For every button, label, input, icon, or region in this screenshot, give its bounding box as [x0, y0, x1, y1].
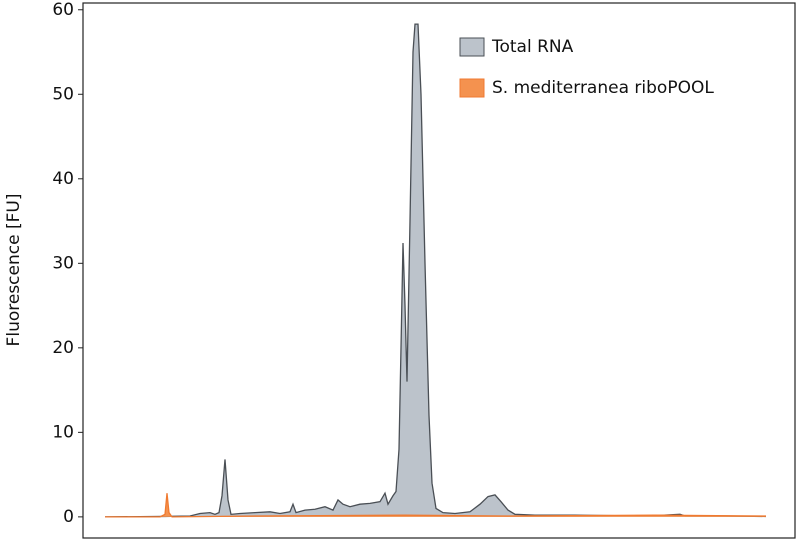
y-tick-label: 20: [52, 338, 74, 358]
y-tick-label: 0: [63, 507, 74, 527]
legend-swatch: [459, 37, 485, 57]
y-tick-label: 60: [52, 0, 74, 20]
legend-label: Total RNA: [491, 37, 574, 57]
area-line: [104, 23, 767, 518]
y-tick-label: 50: [52, 84, 74, 104]
y-tick-label: 40: [52, 169, 74, 189]
y-tick-label: 30: [52, 253, 74, 273]
area-line: [105, 493, 767, 518]
area-fill: [105, 24, 766, 517]
legend-label: S. mediterranea riboPOOL: [492, 78, 714, 98]
plot-frame: [82, 2, 796, 539]
legend-swatch: [459, 78, 485, 98]
y-tick-label: 10: [52, 422, 74, 442]
y-axis-label: Fluorescence [FU]: [4, 194, 24, 347]
